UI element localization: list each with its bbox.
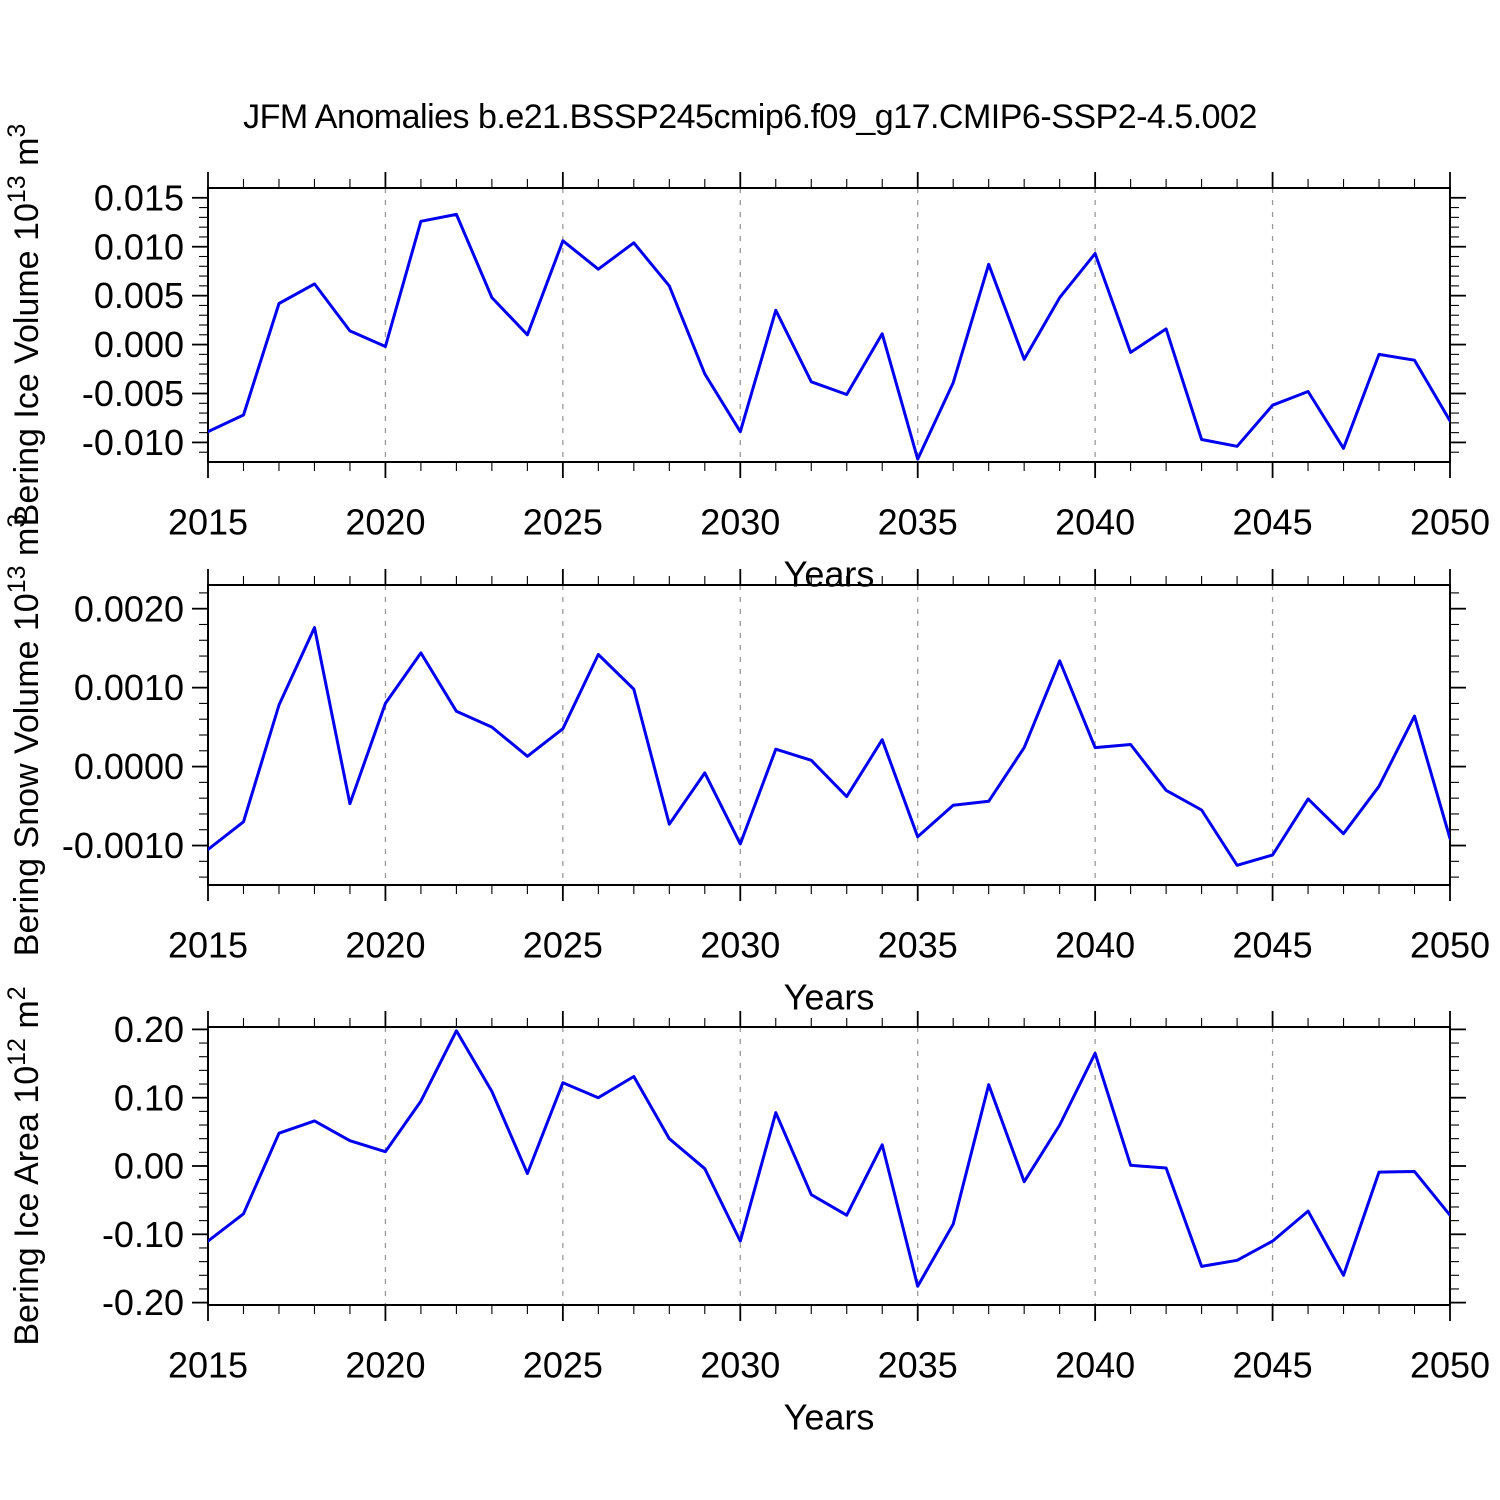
- x-axis-title: Years: [784, 554, 875, 595]
- chart-title: JFM Anomalies b.e21.BSSP245cmip6.f09_g17…: [243, 98, 1257, 136]
- x-tick-label: 2050: [1410, 502, 1490, 543]
- x-tick-label: 2025: [523, 1345, 603, 1386]
- x-tick-label: 2015: [168, 925, 248, 966]
- x-tick-label: 2045: [1233, 925, 1313, 966]
- series-line-bering-ice-volume: [208, 212, 1450, 461]
- y-tick-label: -0.10: [102, 1214, 184, 1255]
- panel-bering-snow-volume: 0.0020 0.0010 0.0000 -0.0010 2015 2020 2025 203…: [3, 514, 1490, 1018]
- x-tick-label: 2040: [1055, 502, 1135, 543]
- x-tick-label: 2020: [345, 925, 425, 966]
- y-axis-title-bering-ice-area: Bering Ice Area 1012 m2: [3, 986, 46, 1345]
- y-tick-label: -0.0010: [62, 825, 184, 866]
- panel-bering-ice-area: 0.20 0.10 0.00 -0.10 -0.20 2015 2020 2025 2030 20…: [3, 986, 1490, 1437]
- y-tick-label: 0.00: [114, 1146, 184, 1187]
- x-tick-label: 2020: [345, 502, 425, 543]
- plot-frame: [207, 1026, 1451, 1306]
- x-tick-label: 2025: [523, 925, 603, 966]
- y-axis-title-bering-snow-volume: Bering Snow Volume 1013 m3: [3, 514, 46, 956]
- panel-bering-ice-volume: 0.015 0.010 0.005 0.000 -0.005 -0.010 2015 2020…: [3, 124, 1490, 595]
- series-line-bering-ice-area: [208, 1029, 1450, 1288]
- y-tick-label: -0.005: [82, 373, 184, 414]
- x-tick-label: 2045: [1233, 502, 1313, 543]
- y-tick-label: 0.0010: [74, 667, 184, 708]
- x-axis-title: Years: [784, 977, 875, 1018]
- x-tick-label: 2050: [1410, 1345, 1490, 1386]
- x-tick-label: 2025: [523, 502, 603, 543]
- y-tick-label: 0.10: [114, 1077, 184, 1118]
- y-tick-label: 0.010: [94, 226, 184, 267]
- y-tick-label: 0.005: [94, 275, 184, 316]
- x-tick-label: 2015: [168, 1345, 248, 1386]
- plot-frame: [207, 187, 1451, 463]
- x-tick-label: 2015: [168, 502, 248, 543]
- x-tick-label: 2030: [700, 925, 780, 966]
- y-tick-label: 0.20: [114, 1009, 184, 1050]
- x-tick-label: 2035: [878, 1345, 958, 1386]
- y-tick-label: 0.015: [94, 177, 184, 218]
- x-tick-label: 2050: [1410, 925, 1490, 966]
- x-tick-label: 2040: [1055, 1345, 1135, 1386]
- y-axis-title-bering-ice-volume: Bering Ice Volume 1013 m3: [3, 124, 46, 527]
- x-tick-label: 2035: [878, 502, 958, 543]
- x-tick-label: 2035: [878, 925, 958, 966]
- plot-frame: [207, 584, 1451, 886]
- x-axis-title: Years: [784, 1397, 875, 1438]
- x-tick-label: 2030: [700, 502, 780, 543]
- series-line-bering-snow-volume: [208, 626, 1450, 867]
- x-tick-label: 2045: [1233, 1345, 1313, 1386]
- x-tick-label: 2020: [345, 1345, 425, 1386]
- y-tick-label: -0.20: [102, 1282, 184, 1323]
- y-tick-label: 0.0000: [74, 746, 184, 787]
- x-tick-label: 2040: [1055, 925, 1135, 966]
- y-tick-label: 0.0020: [74, 588, 184, 629]
- y-tick-label: 0.000: [94, 324, 184, 365]
- x-tick-label: 2030: [700, 1345, 780, 1386]
- y-tick-label: -0.010: [82, 422, 184, 463]
